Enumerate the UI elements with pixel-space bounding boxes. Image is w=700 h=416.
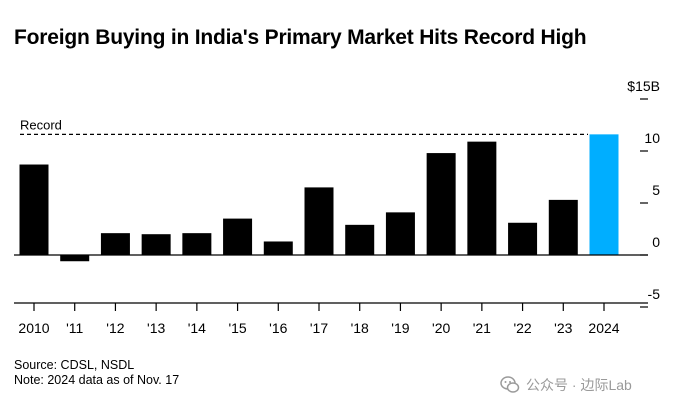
bar-14 xyxy=(589,134,619,255)
x-tick-label-12: '22 xyxy=(513,320,531,336)
x-tick-label-6: '16 xyxy=(269,320,287,336)
x-tick-label-5: '15 xyxy=(228,320,246,336)
bar-9 xyxy=(385,212,415,255)
bar-6 xyxy=(263,241,293,255)
x-tick-label-13: '23 xyxy=(554,320,572,336)
bar-5 xyxy=(223,218,253,255)
x-tick-label-8: '18 xyxy=(351,320,369,336)
x-tick-label-14: 2024 xyxy=(588,320,619,336)
x-tick-label-7: '17 xyxy=(310,320,328,336)
source-note: Source: CDSL, NSDL Note: 2024 data as of… xyxy=(14,358,179,388)
bar-4 xyxy=(182,233,212,255)
bar-7 xyxy=(304,187,334,255)
wechat-icon xyxy=(500,376,520,393)
x-tick-label-9: '19 xyxy=(391,320,409,336)
y-tick-label-0: -5 xyxy=(648,286,661,302)
record-label: Record xyxy=(20,117,62,132)
x-tick-label-4: '14 xyxy=(188,320,206,336)
bar-13 xyxy=(548,199,578,255)
bar-10 xyxy=(426,153,456,255)
x-tick-label-1: '11 xyxy=(66,320,83,336)
y-tick-label-2: 5 xyxy=(652,182,660,198)
y-tick-label-4: $15B xyxy=(627,78,660,94)
x-tick-label-11: '21 xyxy=(473,320,491,336)
x-tick-label-10: '20 xyxy=(432,320,450,336)
x-tick-label-0: 2010 xyxy=(18,320,49,336)
chart-title: Foreign Buying in India's Primary Market… xyxy=(14,26,587,49)
note-text: Note: 2024 data as of Nov. 17 xyxy=(14,373,180,387)
watermark-text: 公众号 · 边际Lab xyxy=(526,377,632,393)
y-tick-label-3: 10 xyxy=(644,130,660,146)
bar-11 xyxy=(467,141,497,255)
bar-2 xyxy=(100,233,130,255)
bar-8 xyxy=(345,224,375,255)
bar-12 xyxy=(508,222,538,255)
source-text: Source: CDSL, NSDL xyxy=(14,358,135,372)
watermark: 公众号 · 边际Lab xyxy=(500,375,632,395)
y-tick-label-1: 0 xyxy=(652,234,660,250)
bar-0 xyxy=(19,164,49,255)
bar-3 xyxy=(141,234,171,255)
x-tick-label-2: '12 xyxy=(106,320,124,336)
bar-1 xyxy=(60,255,90,262)
x-tick-label-3: '13 xyxy=(147,320,165,336)
